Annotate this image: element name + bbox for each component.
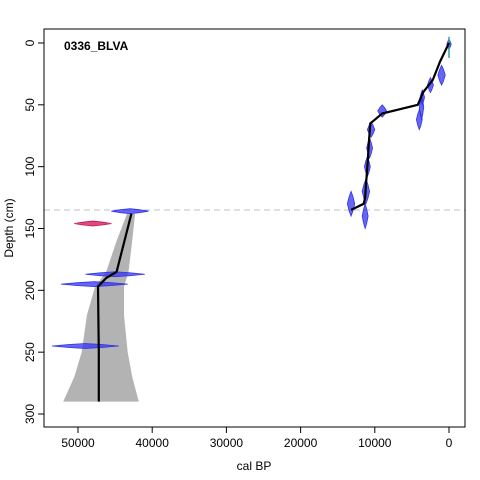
x-axis-title: cal BP [237, 459, 272, 473]
x-tick-label: 50000 [61, 436, 95, 450]
x-tick-label: 40000 [136, 436, 170, 450]
model-lines [96, 42, 450, 402]
y-tick-label: 200 [23, 280, 37, 300]
y-tick-label: 50 [23, 98, 37, 112]
date-distribution [415, 108, 423, 131]
y-tick-label: 300 [23, 404, 37, 424]
x-axis: 50000 40000 30000 20000 10000 0 [61, 427, 453, 450]
chart-title: 0336_BLVA [64, 39, 129, 53]
age-model-line [350, 42, 450, 211]
age-model-line [96, 213, 133, 402]
y-tick-label: 100 [23, 156, 37, 176]
y-tick-label: 250 [23, 342, 37, 362]
y-tick-label: 150 [23, 218, 37, 238]
y-axis: 0 50 100 150 200 250 300 [23, 39, 44, 424]
date-distribution [437, 64, 446, 86]
y-tick-label: 0 [23, 39, 37, 46]
date-distribution [60, 281, 128, 288]
x-tick-label: 0 [446, 436, 453, 450]
date-distribution [85, 271, 145, 278]
date-distribution [361, 202, 369, 230]
x-tick-label: 20000 [284, 436, 318, 450]
y-axis-title: Depth (cm) [2, 198, 16, 257]
x-tick-label: 30000 [210, 436, 244, 450]
date-distribution [51, 343, 119, 349]
date-distribution [111, 208, 149, 215]
outlier-date [74, 220, 112, 227]
x-tick-label: 10000 [358, 436, 392, 450]
